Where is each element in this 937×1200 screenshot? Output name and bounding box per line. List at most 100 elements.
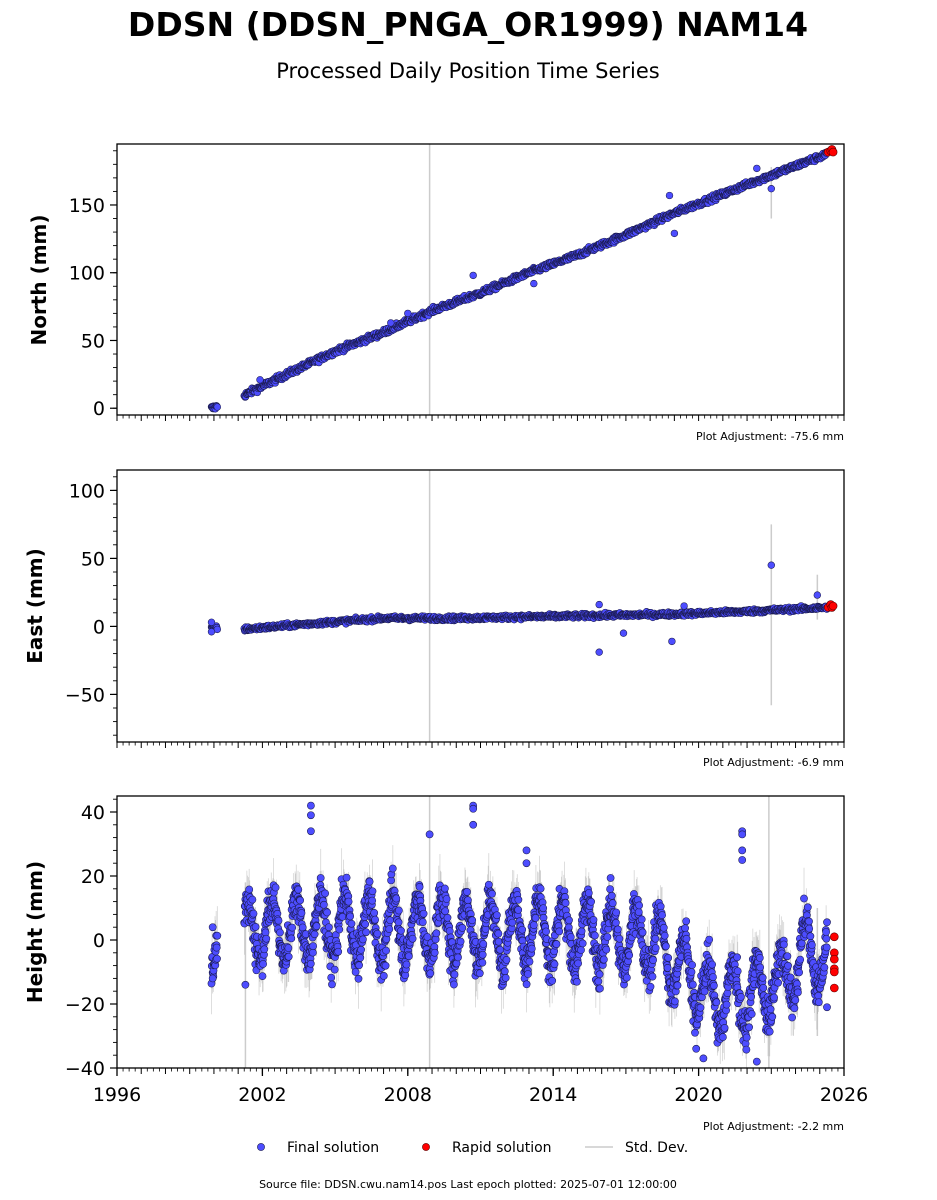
north-final-point-outlier xyxy=(469,271,477,280)
height-final-point xyxy=(334,947,343,956)
height-final-point xyxy=(536,884,545,893)
height-final-point xyxy=(555,927,564,936)
height-final-point xyxy=(271,883,280,892)
height-final-point xyxy=(379,972,388,980)
height-final-point xyxy=(426,969,435,978)
height-final-point xyxy=(321,889,329,898)
height-final-point xyxy=(454,953,462,962)
height-final-point xyxy=(259,960,267,968)
height-final-point xyxy=(550,960,559,969)
height-final-point xyxy=(357,945,365,954)
height-final-point xyxy=(245,885,254,894)
height-final-point xyxy=(488,889,496,898)
east-y-tick-label: 50 xyxy=(81,548,105,570)
height-final-point xyxy=(456,937,465,946)
height-final-points xyxy=(207,801,831,1066)
height-final-point xyxy=(402,960,411,969)
north-final-point-outlier xyxy=(665,191,674,200)
east-rapid-point xyxy=(828,601,838,611)
height-final-point xyxy=(508,918,517,927)
east-rapid-points xyxy=(823,600,838,612)
height-final-point xyxy=(361,920,370,929)
height-final-point xyxy=(371,915,379,924)
height-final-point xyxy=(577,927,586,936)
north-y-label: North (mm) xyxy=(27,214,51,345)
height-final-point xyxy=(258,972,267,980)
height-final-point xyxy=(548,976,557,985)
height-final-point xyxy=(415,883,424,891)
height-final-point xyxy=(418,918,427,926)
height-final-point xyxy=(382,946,390,955)
east-final-point-outlier xyxy=(680,602,688,610)
height-final-point xyxy=(312,922,321,931)
north-rapid-point xyxy=(828,147,838,157)
height-final-point xyxy=(306,959,315,968)
height-final-point xyxy=(494,937,503,946)
height-final-point xyxy=(478,950,487,959)
east-stddev-layer xyxy=(428,470,819,742)
height-final-point xyxy=(354,974,363,983)
height-final-point xyxy=(514,895,523,904)
height-final-point xyxy=(330,965,339,974)
east-y-tick-label: 0 xyxy=(93,616,105,638)
north-final-point-outlier xyxy=(530,279,538,288)
height-final-point xyxy=(294,885,303,894)
height-final-point xyxy=(430,948,439,957)
height-final-point xyxy=(514,906,523,914)
height-final-point xyxy=(297,909,306,917)
height-final-point xyxy=(531,914,540,922)
height-final-point xyxy=(419,909,428,918)
height-final-point xyxy=(323,908,331,917)
height-final-point xyxy=(432,929,441,938)
east-final-point-outlier xyxy=(207,628,216,636)
north-y-tick-label: 150 xyxy=(69,195,105,217)
height-final-point xyxy=(324,923,333,932)
north-final-points xyxy=(207,148,831,413)
height-final-point xyxy=(310,930,319,939)
height-final-point xyxy=(212,943,221,952)
height-final-point xyxy=(443,913,452,922)
height-final-point xyxy=(493,911,501,920)
height-final-point xyxy=(213,931,222,940)
height-final-point xyxy=(397,926,405,935)
height-final-point xyxy=(464,896,472,905)
east-final-point-outlier xyxy=(813,591,821,599)
height-final-point xyxy=(468,916,477,925)
chart-title: DDSN (DDSN_PNGA_OR1999) NAM14 xyxy=(128,5,808,44)
north-stddev-layer xyxy=(428,144,773,415)
height-final-point xyxy=(288,923,297,932)
height-final-point xyxy=(525,957,534,966)
height-final-point xyxy=(404,952,413,961)
height-final-point xyxy=(385,925,394,933)
east-final-point-outlier xyxy=(595,648,603,656)
height-final-point xyxy=(552,940,561,948)
north-y-tick-label: 0 xyxy=(93,398,105,420)
height-final-point xyxy=(527,944,536,953)
north-final-point-outlier xyxy=(256,376,264,384)
height-final-point xyxy=(502,956,511,964)
height-final-point xyxy=(287,934,296,943)
height-final-point xyxy=(478,958,487,967)
height-final-point xyxy=(542,927,550,936)
height-final-point xyxy=(394,918,403,927)
east-y-tick-label: −50 xyxy=(65,684,105,706)
height-final-point xyxy=(442,895,451,903)
north-final-point-outlier xyxy=(767,185,775,193)
east-final-point-outlier xyxy=(767,561,775,569)
height-final-point xyxy=(500,967,509,976)
east-final-points xyxy=(207,561,831,656)
height-final-point xyxy=(309,942,317,950)
height-final-point xyxy=(484,880,493,889)
east-y-label: East (mm) xyxy=(23,548,47,664)
height-final-point xyxy=(342,873,351,882)
east-plot-frame xyxy=(116,469,845,743)
height-final-point xyxy=(441,907,450,916)
height-final-point xyxy=(386,916,395,925)
height-final-point xyxy=(561,899,570,907)
height-final-point xyxy=(573,977,581,986)
panel-east: −50 0 50 100 East (mm) Plot Adjustment: -6.… xyxy=(23,469,845,769)
height-final-point xyxy=(381,961,390,970)
height-final-point xyxy=(463,888,471,896)
